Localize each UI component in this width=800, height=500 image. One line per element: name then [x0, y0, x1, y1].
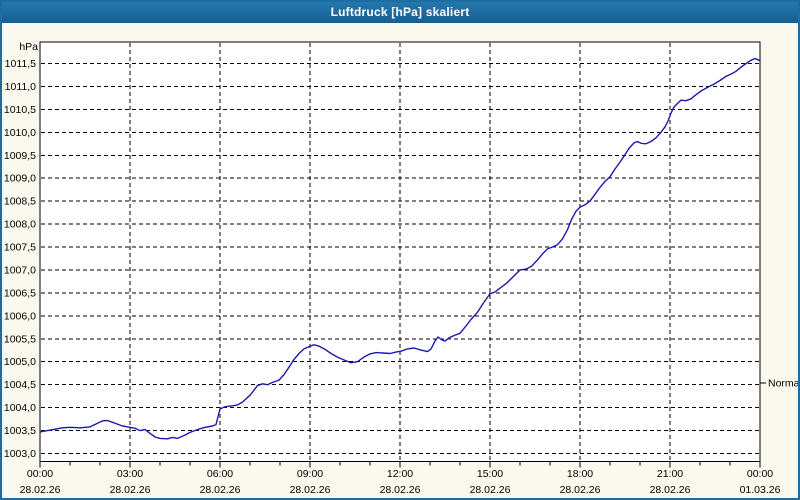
y-tick-label: 1005,5	[4, 333, 36, 345]
y-tick-label: 1006,5	[4, 287, 36, 299]
y-tick-label: 1003,0	[4, 448, 36, 460]
normal-marker-label: Normal	[768, 377, 800, 389]
x-date-label: 28.02.26	[20, 484, 61, 496]
x-date-label: 28.02.26	[470, 484, 511, 496]
y-tick-label: 1004,5	[4, 379, 36, 391]
y-tick-label: 1004,0	[4, 402, 36, 414]
x-tick-label: 18:00	[567, 468, 593, 480]
x-date-label: 28.02.26	[560, 484, 601, 496]
x-tick-label: 06:00	[207, 468, 233, 480]
x-tick-label: 00:00	[747, 468, 773, 480]
y-tick-label: 1007,5	[4, 242, 36, 254]
x-date-label: 28.02.26	[380, 484, 421, 496]
y-tick-label: 1007,0	[4, 264, 36, 276]
y-tick-label: 1010,0	[4, 127, 36, 139]
x-tick-label: 09:00	[297, 468, 323, 480]
x-date-label: 28.02.26	[290, 484, 331, 496]
y-tick-label: 1009,5	[4, 150, 36, 162]
y-tick-label: 1011,0	[5, 81, 36, 93]
plot-area	[39, 41, 761, 462]
x-date-label: 01.03.26	[740, 484, 781, 496]
y-tick-label: 1010,5	[4, 104, 36, 116]
window-title: Luftdruck [hPa] skaliert	[330, 4, 470, 19]
x-date-label: 28.02.26	[200, 484, 241, 496]
x-tick-label: 15:00	[477, 468, 503, 480]
y-tick-label: 1006,0	[4, 310, 36, 322]
window-titlebar[interactable]: Luftdruck [hPa] skaliert	[2, 2, 798, 23]
x-tick-label: 03:00	[117, 468, 143, 480]
axis-unit-label: hPa	[19, 41, 38, 53]
y-tick-label: 1008,0	[4, 219, 36, 231]
x-date-label: 28.02.26	[650, 484, 691, 496]
x-tick-label: 21:00	[657, 468, 683, 480]
y-tick-label: 1009,0	[4, 173, 36, 185]
y-tick-label: 1003,5	[4, 425, 36, 437]
x-tick-label: 00:00	[27, 468, 53, 480]
y-tick-label: 1005,0	[4, 356, 36, 368]
x-date-label: 28.02.26	[110, 484, 151, 496]
y-tick-label: 1011,5	[5, 58, 36, 70]
y-tick-label: 1008,5	[4, 196, 36, 208]
pressure-line	[39, 57, 761, 440]
x-tick-label: 12:00	[387, 468, 413, 480]
